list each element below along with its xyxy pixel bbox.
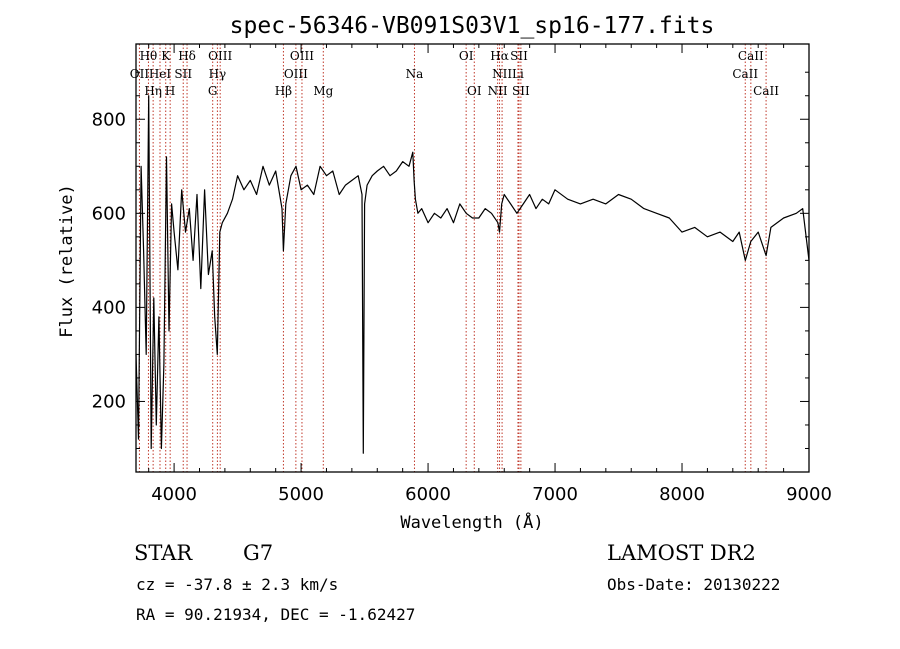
spectral-line-label: OIII: [208, 49, 232, 63]
spectral-line-label: CaII: [732, 67, 758, 81]
redshift-velocity: cz = -37.8 ± 2.3 km/s: [136, 575, 338, 594]
x-axis-ticks: 4000 5000 6000 7000 8000 9000: [148, 44, 832, 505]
spectral-line-label: NII: [488, 84, 508, 98]
spectral-line-label: SII: [174, 67, 192, 81]
sky-coordinates: RA = 90.21934, DEC = -1.62427: [136, 605, 415, 624]
spectral-line-label: SII: [510, 49, 528, 63]
plot-frame: [135, 43, 810, 473]
spectral-line-label: Hη: [144, 84, 162, 98]
spectral-line-label: OIII: [284, 67, 308, 81]
object-subclass: G7: [243, 541, 273, 565]
y-tick-label: 200: [92, 391, 126, 412]
object-class: STAR: [134, 541, 193, 565]
spectral-line-label: Hθ: [140, 49, 158, 63]
y-axis-label: Flux (relative): [57, 184, 77, 338]
x-axis-label: Wavelength (Å): [400, 511, 543, 533]
spectral-line-label: OII: [130, 67, 150, 81]
spectral-line-label: OI: [459, 49, 474, 63]
x-tick-label: 5000: [278, 484, 324, 505]
spectral-line-label: Hα: [490, 49, 509, 63]
spectral-line-markers: [138, 44, 767, 472]
spectral-line-label: OI: [467, 84, 482, 98]
x-tick-label: 9000: [786, 484, 832, 505]
spectral-line-label: Mg: [313, 84, 333, 98]
spectral-line-label: OIII: [290, 49, 314, 63]
spectral-line-label: Hγ: [209, 67, 227, 81]
x-tick-label: 6000: [405, 484, 451, 505]
spectral-line-label: Na: [406, 67, 424, 81]
y-axis-ticks: 200 400 600 800: [92, 71, 809, 449]
spectral-line-label: NII: [492, 67, 512, 81]
y-tick-label: 800: [92, 109, 126, 130]
spectral-line-label: K: [161, 49, 171, 63]
x-tick-label: 4000: [151, 484, 197, 505]
spectral-line-label: Hδ: [178, 49, 196, 63]
spectral-line-label: HeI: [149, 67, 172, 81]
chart-title: spec-56346-VB091S03V1_sp16-177.fits: [230, 13, 715, 39]
spectral-line-label: Hβ: [275, 84, 292, 98]
spectral-line-labels: Hθ OII Hη K HeI H Hδ SII OIII Hγ G OIII OIII Hβ Mg Na OI…: [130, 49, 779, 98]
spectral-line-label: G: [208, 84, 218, 98]
spectral-line-label: H: [165, 84, 175, 98]
spectral-line-label: CaII: [738, 49, 764, 63]
y-tick-label: 400: [92, 297, 126, 318]
survey-name: LAMOST DR2: [607, 541, 756, 565]
spectral-line-label: Li: [512, 67, 524, 81]
spectral-line-label: CaII: [753, 84, 779, 98]
x-tick-label: 8000: [659, 484, 705, 505]
spectrum-line: [135, 95, 810, 454]
y-tick-label: 600: [92, 203, 126, 224]
spectral-line-label: SII: [512, 84, 530, 98]
observation-date: Obs-Date: 20130222: [607, 575, 780, 594]
x-tick-label: 7000: [532, 484, 578, 505]
